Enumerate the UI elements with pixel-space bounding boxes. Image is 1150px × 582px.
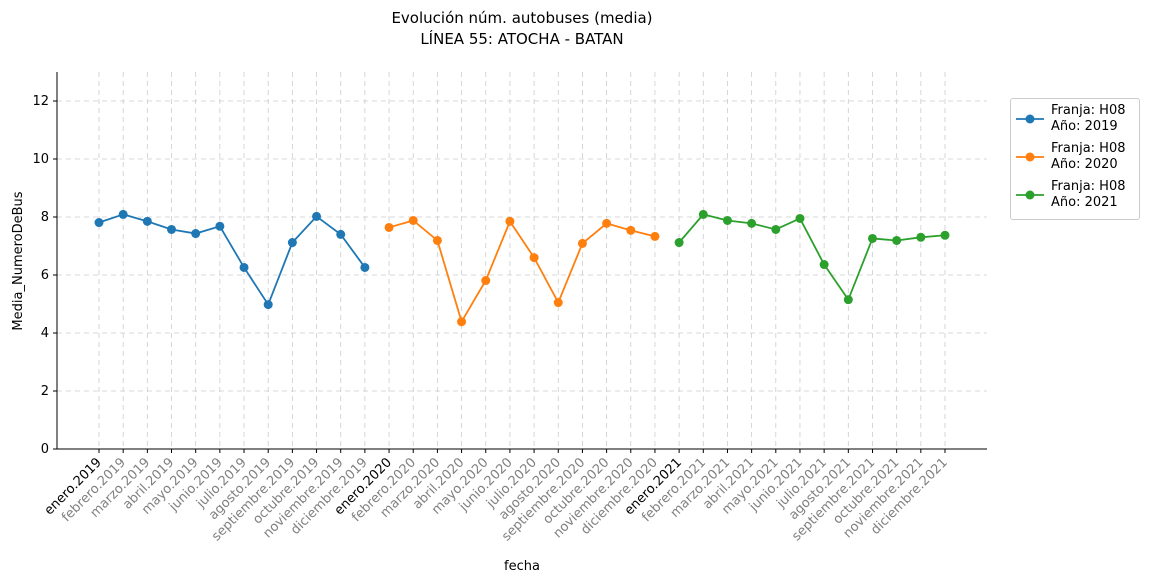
point — [650, 231, 660, 241]
point — [239, 262, 249, 272]
legend-swatch — [1016, 190, 1044, 200]
y-tick-label: 10 — [32, 152, 49, 167]
point — [432, 235, 442, 245]
chart-title: Evolución núm. autobuses (media) — [391, 9, 652, 27]
point — [336, 229, 346, 239]
series-line — [98, 213, 366, 307]
point — [771, 224, 781, 234]
point — [867, 233, 877, 243]
legend-label: Franja: H08 Año: 2019 — [1051, 103, 1126, 134]
legend-label: Franja: H08 Año: 2020 — [1051, 141, 1126, 172]
point — [602, 218, 612, 228]
point — [360, 262, 370, 272]
legend-swatch — [1016, 152, 1044, 162]
point — [940, 230, 950, 240]
point — [698, 209, 708, 219]
point — [191, 229, 201, 239]
point — [312, 211, 322, 221]
y-tick-label: 4 — [41, 326, 49, 341]
point — [215, 221, 225, 231]
series-line — [388, 219, 656, 324]
point — [142, 216, 152, 226]
y-axis-label: Media_NumeroDeBus — [11, 191, 26, 330]
point — [577, 238, 587, 248]
y-tick-label: 6 — [41, 268, 49, 283]
point — [457, 317, 467, 327]
legend-label: Franja: H08 Año: 2021 — [1051, 179, 1126, 210]
point — [553, 298, 563, 308]
y-tick-label: 2 — [41, 384, 49, 399]
point — [916, 232, 926, 242]
point — [505, 216, 515, 226]
point — [118, 209, 128, 219]
chart-subtitle: LÍNEA 55: ATOCHA - BATAN — [420, 29, 623, 48]
point — [481, 276, 491, 286]
legend: Franja: H08 Año: 2019 Franja: H08 Año: 20… — [1010, 98, 1140, 220]
point — [722, 215, 732, 225]
y-tick-label: 12 — [32, 94, 49, 109]
point — [892, 235, 902, 245]
y-tick-label: 8 — [41, 210, 49, 225]
y-tick-label: 0 — [41, 442, 49, 457]
point — [819, 260, 829, 270]
point — [795, 213, 805, 223]
point — [287, 238, 297, 248]
point — [408, 215, 418, 225]
point — [384, 222, 394, 232]
x-axis-label: fecha — [504, 559, 540, 574]
point — [94, 218, 104, 228]
point — [529, 253, 539, 263]
series-line — [678, 213, 946, 302]
point — [674, 238, 684, 248]
legend-entry: Franja: H08 Año: 2021 — [1015, 179, 1139, 211]
point — [167, 224, 177, 234]
point — [747, 218, 757, 228]
legend-entry: Franja: H08 Año: 2019 — [1015, 103, 1139, 135]
point — [626, 225, 636, 235]
grid — [57, 72, 987, 450]
legend-entry: Franja: H08 Año: 2020 — [1015, 141, 1139, 173]
point — [843, 295, 853, 305]
legend-swatch — [1016, 114, 1044, 124]
point — [263, 300, 273, 310]
